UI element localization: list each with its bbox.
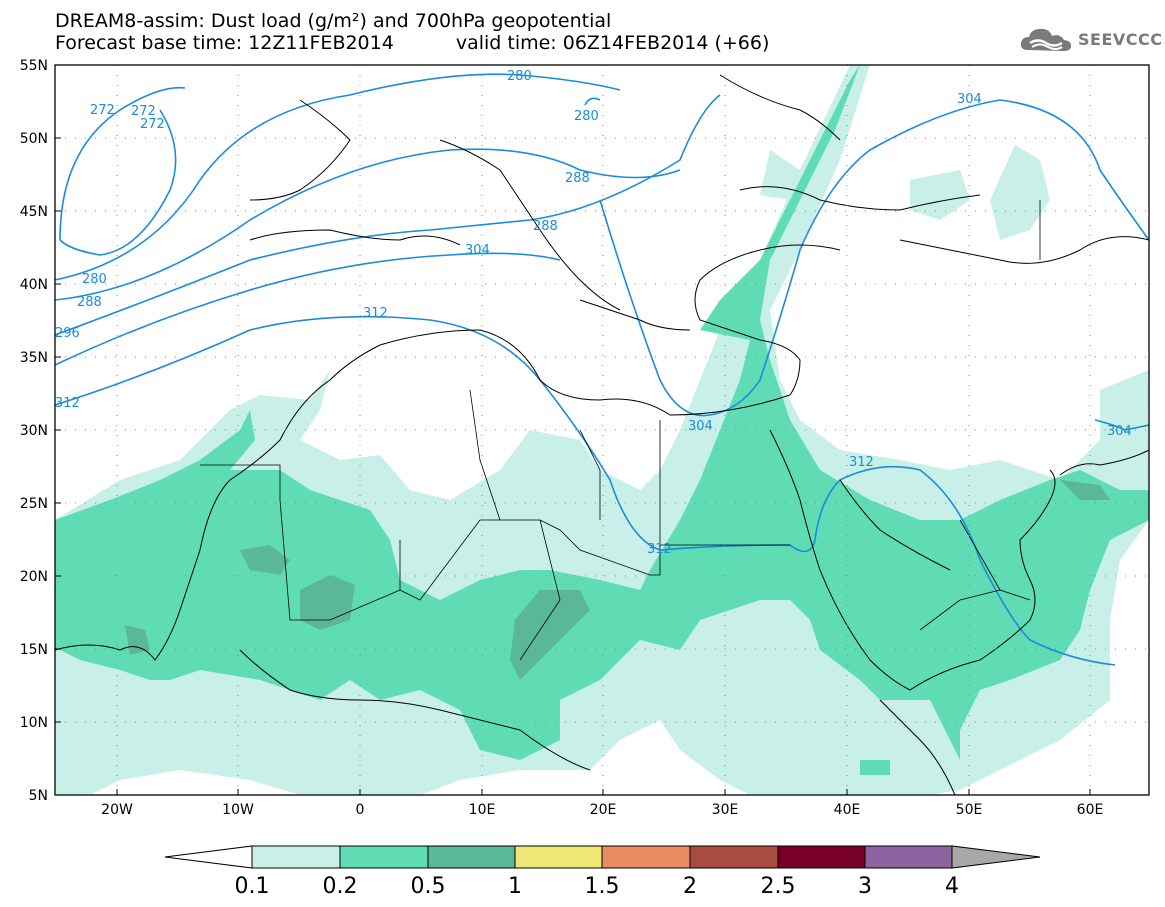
base-time: Forecast base time: 12Z11FEB2014 (55, 32, 394, 54)
colorbar-swatch (427, 845, 516, 869)
latitude-labels: 55N 50N 45N 40N 35N 30N 25N 20N 15N 10N … (20, 58, 48, 804)
lon-label: 30E (712, 802, 739, 818)
colorbar-swatch (251, 845, 341, 869)
dust-layer-dark (125, 480, 1110, 680)
colorbar-label: 2 (683, 874, 697, 899)
lat-label: 15N (20, 642, 48, 658)
colorbar-label: 0.5 (411, 874, 446, 899)
colorbar-labels: 0.1 0.2 0.5 1 1.5 2 2.5 3 4 (235, 874, 960, 899)
lat-label: 40N (20, 277, 48, 293)
seevccc-logo: SEEVCCC (1018, 24, 1163, 54)
contour-label: 312 (363, 306, 388, 321)
contour-label: 280 (82, 272, 107, 287)
cloud-logo-icon (1020, 28, 1072, 51)
lat-label: 35N (20, 350, 48, 366)
contour-label: 304 (688, 419, 713, 434)
contour-label: 312 (849, 455, 874, 470)
colorbar-arrow-right (951, 845, 1041, 869)
lon-label: 20E (590, 802, 617, 818)
lon-label: 50E (956, 802, 983, 818)
lat-label: 5N (29, 788, 48, 804)
colorbar (164, 845, 1041, 869)
colorbar-label: 0.1 (235, 874, 270, 899)
colorbar-swatch (689, 845, 779, 869)
country-borders (200, 200, 1041, 661)
lat-label: 30N (20, 423, 48, 439)
contour-label: 304 (957, 92, 982, 107)
lon-label: 60E (1077, 802, 1104, 818)
colorbar-label: 2.5 (761, 874, 796, 899)
contour-label: 280 (507, 69, 532, 84)
axis-ticks (55, 64, 1091, 796)
colorbar-label: 0.2 (323, 874, 358, 899)
lat-label: 45N (20, 204, 48, 220)
lon-label: 0 (356, 802, 365, 818)
lon-label: 10W (222, 802, 254, 818)
contour-label: 272 (90, 103, 115, 118)
contour-label: 312 (55, 396, 80, 411)
colorbar-label: 3 (858, 874, 872, 899)
contour-labels: 272 272 272 280 280 280 288 288 288 296 … (55, 69, 1132, 557)
logo-text: SEEVCCC (1078, 29, 1163, 49)
contour-label: 296 (55, 326, 80, 341)
colorbar-arrow-left (164, 845, 253, 869)
lon-label: 20W (101, 802, 133, 818)
title-line-1: DREAM8-assim: Dust load (g/m²) and 700hP… (55, 10, 612, 32)
geopotential-contours (55, 73, 1149, 666)
colorbar-label: 1 (508, 874, 522, 899)
lat-label: 55N (20, 58, 48, 74)
lat-label: 25N (20, 496, 48, 512)
contour-label: 304 (465, 243, 490, 258)
contour-label: 312 (647, 542, 672, 557)
map-plot-area: 272 272 272 280 280 280 288 288 288 296 … (55, 65, 1149, 795)
colorbar-swatch (777, 845, 866, 869)
lat-label: 50N (20, 131, 48, 147)
colorbar-label: 1.5 (585, 874, 620, 899)
title-line-2: Forecast base time: 12Z11FEB2014 valid ti… (55, 32, 769, 54)
colorbar-swatch (601, 845, 691, 869)
contour-label: 280 (574, 109, 599, 124)
contour-label: 288 (77, 295, 102, 310)
colorbar-swatch (339, 845, 429, 869)
lon-label: 40E (834, 802, 861, 818)
longitude-labels: 20W 10W 0 10E 20E 30E 40E 50E 60E (101, 802, 1103, 818)
colorbar-swatch (864, 845, 953, 869)
coastlines (55, 74, 1149, 795)
lon-label: 10E (469, 802, 496, 818)
contour-label: 272 (140, 117, 165, 132)
contour-label: 288 (533, 219, 558, 234)
lat-label: 20N (20, 569, 48, 585)
valid-time: valid time: 06Z14FEB2014 (+66) (455, 32, 770, 54)
colorbar-swatch (514, 845, 603, 869)
contour-label: 288 (565, 171, 590, 186)
colorbar-label: 4 (945, 874, 959, 899)
contour-label: 272 (131, 104, 156, 119)
contour-label: 304 (1107, 424, 1132, 439)
lat-label: 10N (20, 715, 48, 731)
